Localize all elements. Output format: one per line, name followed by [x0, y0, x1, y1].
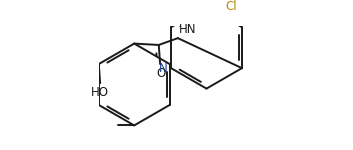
Text: N: N — [159, 62, 168, 75]
Text: Cl: Cl — [226, 0, 237, 13]
Text: HO: HO — [91, 86, 109, 99]
Text: HN: HN — [179, 23, 197, 36]
Text: O: O — [157, 67, 166, 80]
